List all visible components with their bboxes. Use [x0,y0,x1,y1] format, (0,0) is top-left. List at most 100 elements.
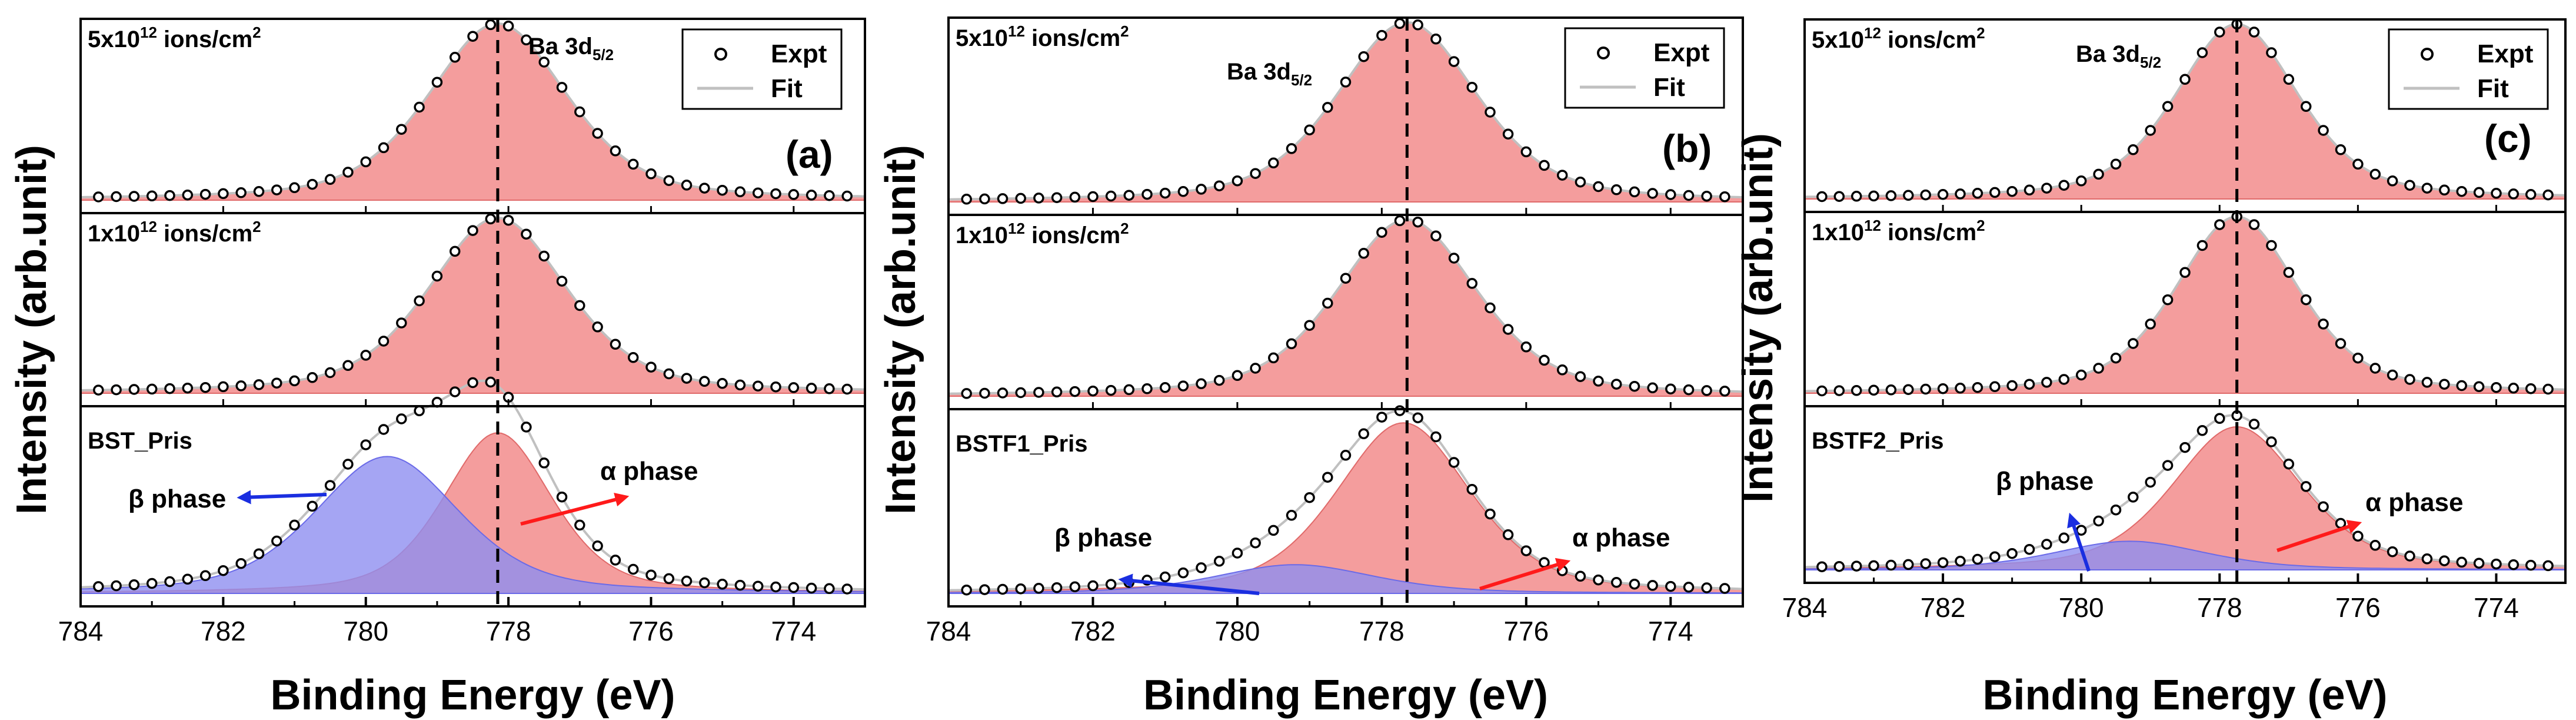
sample-label: BSTF2_Pris [1812,428,1944,454]
expt-point [2473,381,2485,393]
expt-point [1196,562,1207,573]
expt-point [1683,582,1695,593]
expt-point [2283,267,2295,278]
expt-point [1665,189,1676,200]
expt-point [1903,559,1914,570]
fluence-exponent: 12 [1008,220,1025,237]
expt-point [235,558,247,569]
expt-point [378,336,390,347]
expt-point [1213,180,1225,191]
expt-point [1520,146,1532,158]
expt-point [2542,383,2554,395]
expt-point [1920,383,1931,395]
y-axis-title: Intensity (arb.unit) [8,145,55,515]
expt-point [1358,428,1369,440]
expt-point [770,381,781,393]
expt-point [1394,405,1406,416]
expt-point [2456,185,2467,197]
expt-point [734,186,746,198]
alpha-phase-label: α phase [600,457,698,486]
expt-point [2093,515,2104,527]
legend-expt-label: Expt [1653,38,1710,67]
expt-point [1816,191,1828,203]
expt-point [1485,107,1496,118]
expt-point [1868,190,1879,202]
expt-point [1851,191,1862,202]
expt-point [824,583,835,595]
expt-point [182,382,194,394]
expt-point [1629,578,1640,590]
expt-point [1989,381,2001,393]
expt-point [2525,189,2537,200]
expt-point [841,383,853,395]
legend-expt-marker [1597,47,1610,59]
expt-point [592,128,603,139]
expt-point [663,573,675,585]
expt-point [342,167,354,178]
expt-point [645,569,657,580]
alpha-arrow [520,492,630,526]
x-axis-title: Binding Energy (eV) [1143,672,1548,719]
expt-point [2387,175,2398,187]
legend-box [681,28,843,110]
expt-point [1575,176,1586,188]
expt-point [1833,560,1845,572]
x-tick-label: 778 [2197,592,2242,623]
expt-point [2023,184,2035,196]
expt-point [627,158,639,170]
expt-point [449,386,461,397]
expt-point [1539,557,1550,568]
x-tick-label: 774 [2474,592,2519,623]
expt-point [182,189,194,201]
series-group: 1x1012 ions/cm2 [80,213,866,396]
expt-point [2491,381,2502,393]
expt-point [1087,580,1099,592]
expt-point [1159,187,1171,199]
expt-point [2075,525,2087,536]
expt-point [2421,553,2433,565]
expt-point [1665,383,1676,394]
fluence-label: 5x1012 ions/cm2 [1812,24,1985,53]
expt-point [1647,382,1658,394]
expt-point [1466,81,1478,93]
expt-point [502,20,514,32]
expt-point [2093,168,2104,180]
expt-point [111,580,122,592]
expt-point [1448,253,1460,264]
expt-point [1232,370,1243,381]
expt-point [538,457,550,469]
expt-point [271,184,282,195]
expt-point [1430,34,1442,45]
expt-point [378,424,390,435]
beta-phase-label: β phase [1054,523,1152,552]
expt-point [1937,557,1949,568]
expt-point [1885,384,1897,396]
expt-point [414,405,425,417]
expt-point [699,183,710,194]
expt-point [2075,369,2087,381]
expt-point [2421,377,2433,388]
expt-point [1412,216,1423,228]
fluence-label: 5x1012 ions/cm2 [88,24,261,52]
expt-point [592,321,603,333]
expt-point [1502,529,1514,540]
expt-point [1701,385,1712,396]
expt-point [1556,565,1568,576]
expt-point [485,213,497,225]
expt-point [1851,385,1862,396]
expt-point [1141,188,1153,200]
fluence-unit: ions/cm [1881,27,1976,53]
expt-point [1015,193,1026,204]
expt-point [1719,191,1730,203]
fluence-label: 5x1012 ions/cm2 [956,22,1129,51]
expt-point [2300,101,2312,112]
expt-point [1286,143,1297,154]
expt-point [979,584,990,595]
fluence-exponent: 12 [1864,24,1881,42]
expt-point [2145,125,2156,136]
expt-point [2145,476,2156,488]
expt-point [2387,546,2398,558]
expt-point [1069,581,1081,593]
expt-point [289,182,300,194]
expt-point [1851,560,1862,572]
